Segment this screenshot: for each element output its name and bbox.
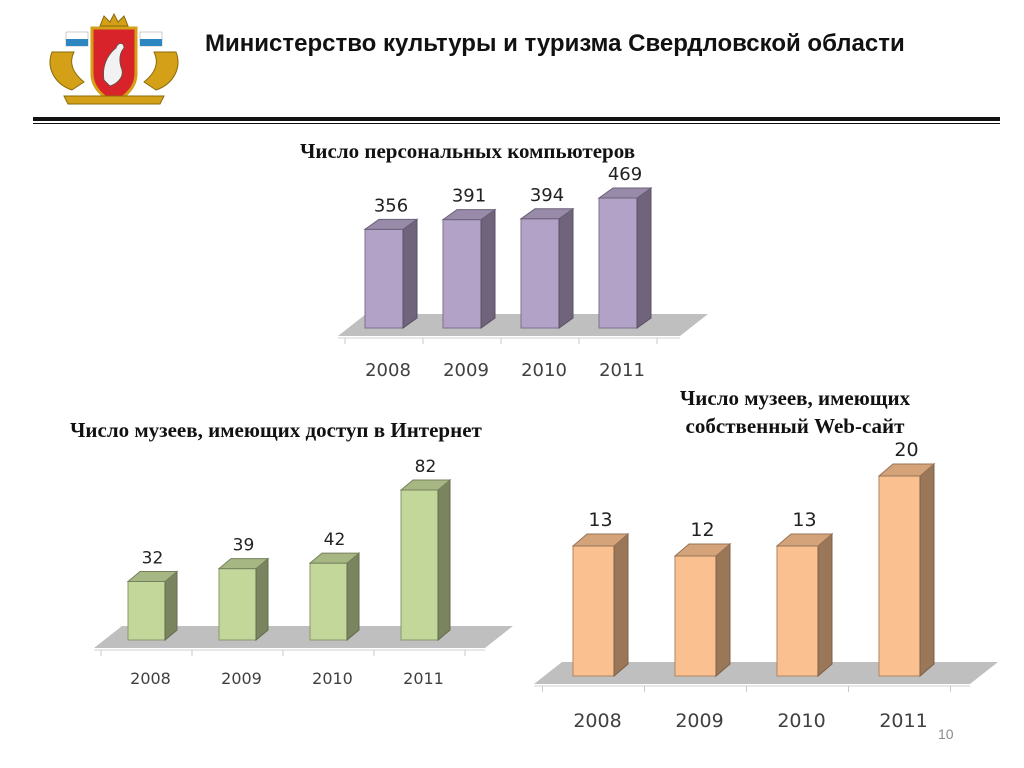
category-label: 2010: [777, 710, 825, 732]
category-label: 2011: [599, 360, 645, 381]
bar-side: [480, 208, 496, 329]
page-number: 10: [938, 726, 954, 742]
data-label: 32: [142, 548, 164, 568]
bar-front: [674, 555, 717, 677]
bar-side: [636, 187, 652, 329]
bar-front: [218, 568, 257, 641]
bar-front: [598, 197, 638, 329]
header-divider-thin: [33, 123, 1000, 124]
bar-top: [126, 570, 179, 582]
bar-2009: [673, 542, 732, 678]
bar-front: [776, 545, 819, 677]
bar-top: [363, 218, 419, 230]
bar-2010: [519, 207, 575, 329]
bar-front: [364, 228, 404, 329]
bar-side: [255, 557, 269, 642]
bar-top: [877, 463, 936, 477]
bar-2011: [399, 478, 452, 642]
bar-side: [346, 552, 360, 642]
data-label: 391: [452, 186, 486, 207]
bar-2009: [217, 557, 270, 642]
data-label: 39: [233, 536, 255, 556]
bar-top: [571, 533, 630, 547]
bar-side: [164, 570, 178, 642]
category-label: 2010: [521, 360, 567, 381]
bar-side: [817, 532, 833, 678]
internet-bar-chart: 32 2008 39 2009 42 2010 82 2011: [94, 457, 513, 688]
bar-2011: [597, 187, 653, 329]
bar-top: [399, 479, 452, 491]
category-label: 2011: [403, 669, 444, 688]
data-label: 356: [374, 195, 408, 216]
bar-side: [613, 532, 629, 678]
bar-2008: [571, 532, 630, 678]
category-label: 2009: [221, 669, 262, 688]
bar-front: [400, 489, 439, 641]
bar-front: [878, 475, 921, 677]
bar-side: [402, 218, 418, 329]
bar-front: [127, 580, 166, 641]
data-label: 394: [530, 185, 564, 206]
category-label: 2009: [443, 360, 489, 381]
bar-front: [520, 218, 560, 329]
category-label: 2008: [130, 669, 171, 688]
category-label: 2008: [573, 710, 621, 732]
bar-top: [673, 543, 732, 557]
bar-2009: [441, 208, 497, 329]
coat-of-arms-logo: [49, 12, 179, 105]
bar-top: [597, 187, 653, 199]
chart-title-computers: Число персональных компьютеров: [300, 139, 636, 163]
data-label: 20: [894, 439, 918, 461]
bar-side: [919, 462, 935, 678]
chart-title-website-line-1: Число музеев, имеющих: [679, 386, 911, 410]
bar-front: [572, 545, 615, 677]
bar-top: [308, 552, 361, 564]
website-bar-chart: 13 2008 12 2009 13 2010 20 2011: [534, 439, 998, 732]
data-label: 82: [415, 457, 437, 477]
bar-2010: [308, 552, 361, 642]
category-label: 2009: [675, 710, 723, 732]
bar-side: [715, 542, 731, 678]
chart-title-internet: Число музеев, имеющих доступ в Интернет: [70, 418, 482, 442]
computers-bar-chart: 356 2008 391 2009 394 2010 469 2011: [338, 164, 708, 381]
bar-top: [775, 533, 834, 547]
bar-2008: [126, 570, 179, 642]
bar-side: [437, 478, 451, 642]
chart-title-website-line-2: собственный Web-сайт: [685, 414, 905, 438]
category-label: 2008: [365, 360, 411, 381]
data-label: 469: [608, 164, 642, 185]
bar-front: [442, 219, 482, 329]
bar-top: [519, 208, 575, 220]
data-label: 13: [588, 509, 612, 531]
category-label: 2010: [312, 669, 353, 688]
bar-2008: [363, 218, 419, 329]
data-label: 12: [690, 519, 714, 541]
bar-top: [217, 558, 270, 570]
bar-front: [309, 562, 348, 641]
page-title: Министерство культуры и туризма Свердлов…: [205, 30, 905, 57]
chart-title-website: Число музеев, имеющих собственный Web-са…: [620, 384, 970, 440]
bar-2011: [877, 462, 936, 678]
category-label: 2011: [879, 710, 927, 732]
data-label: 42: [324, 530, 346, 550]
bar-top: [441, 209, 497, 221]
bar-2010: [775, 532, 834, 678]
header-divider: [33, 117, 1000, 121]
bar-side: [558, 207, 574, 329]
data-label: 13: [792, 509, 816, 531]
